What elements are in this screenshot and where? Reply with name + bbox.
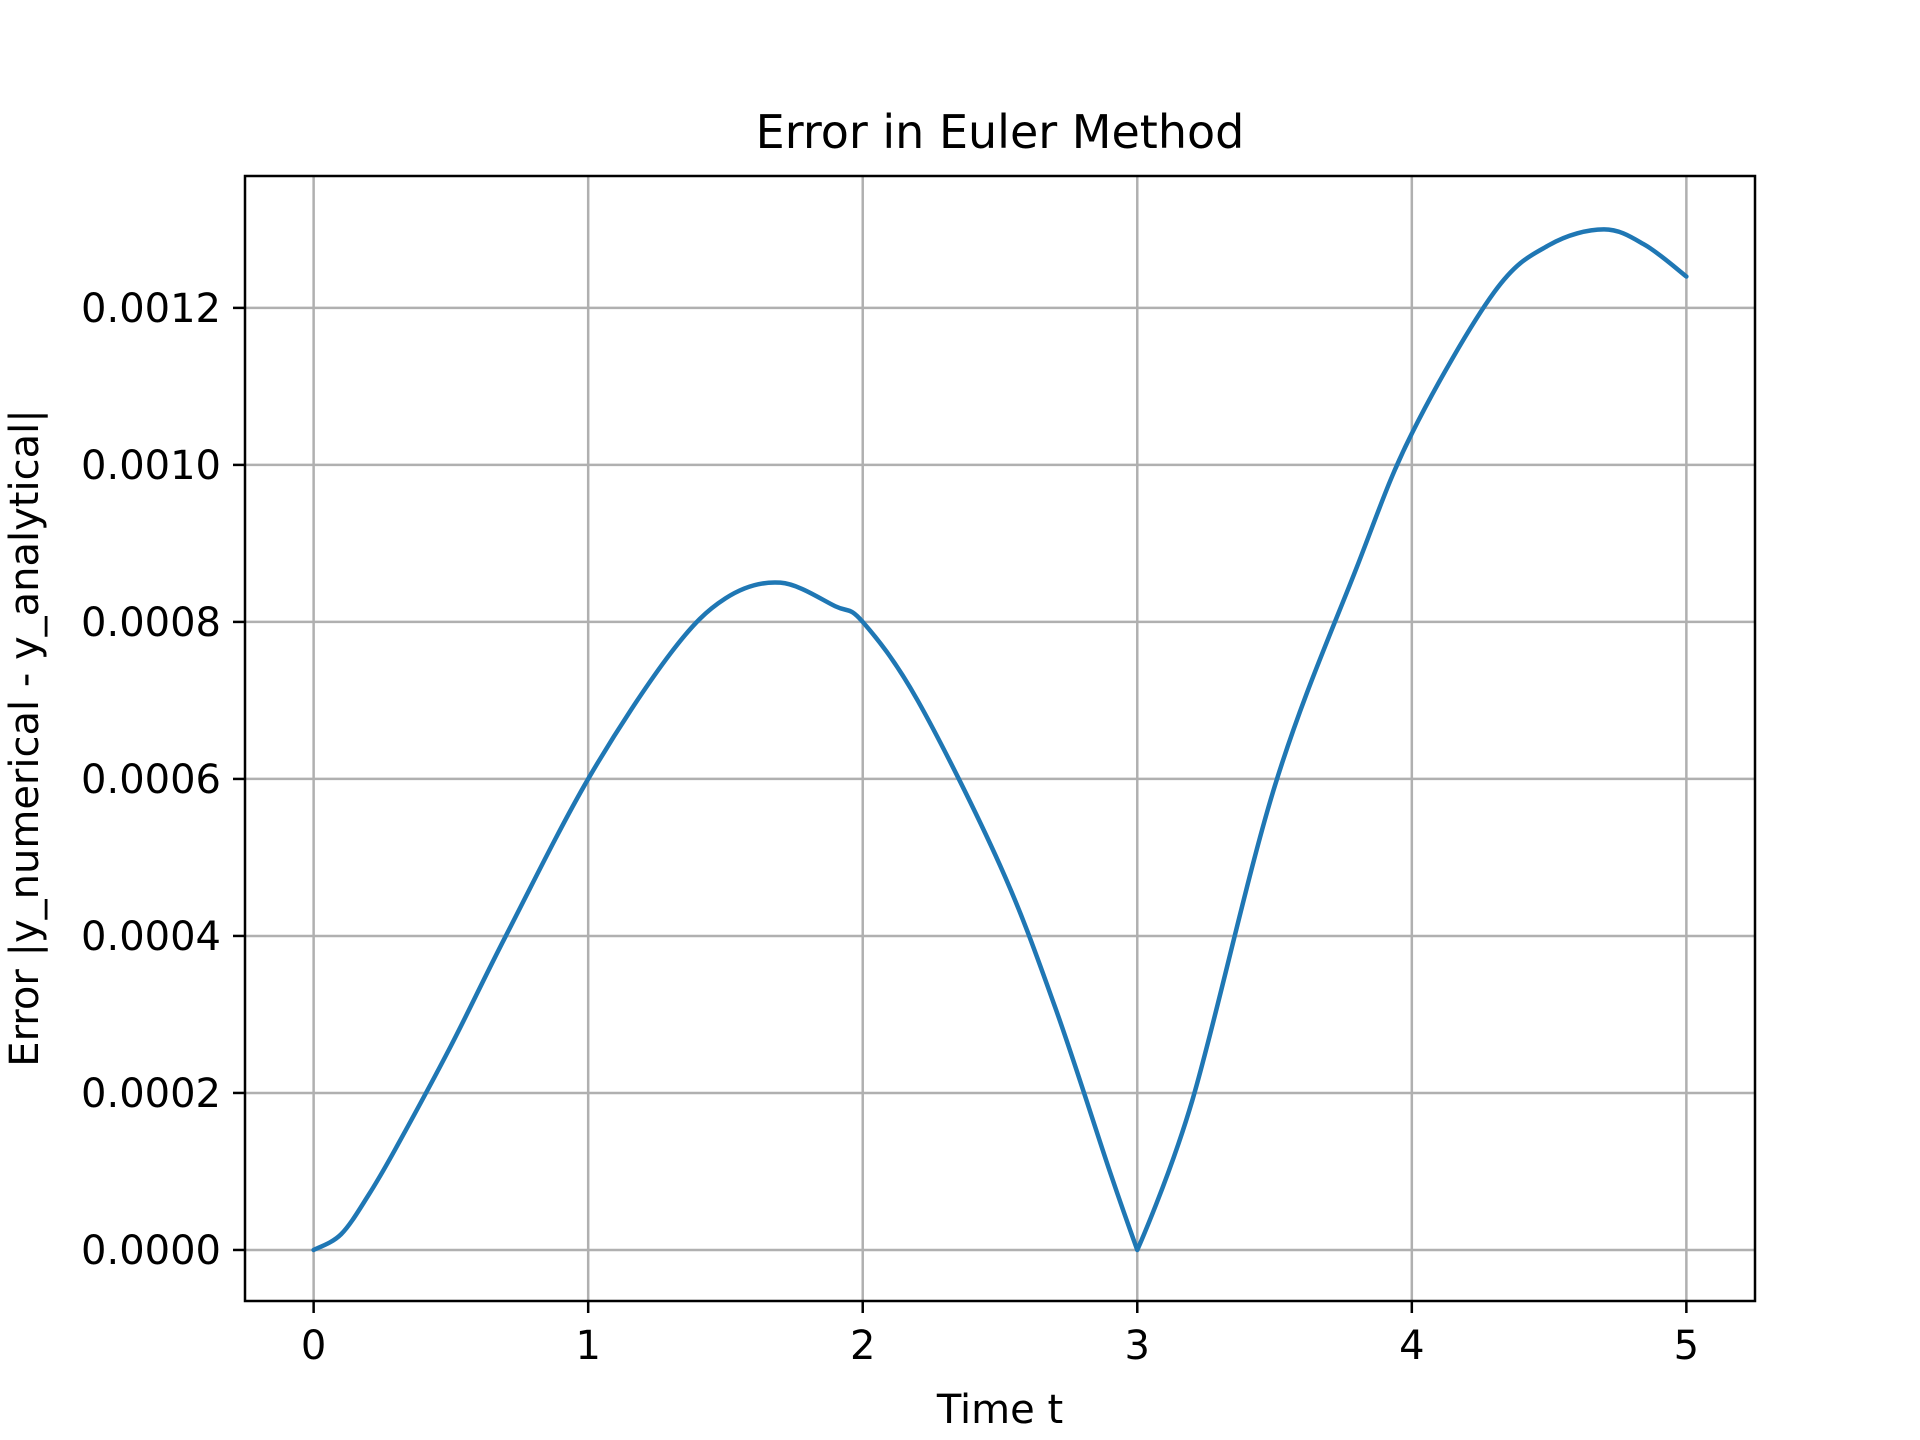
x-axis-label: Time t [936, 1387, 1063, 1433]
y-axis: 0.0000 0.0002 0.0004 0.0006 0.0008 0.0010 0.00… [81, 286, 245, 1274]
x-tick-label: 5 [1674, 1323, 1699, 1369]
x-tick-label: 3 [1125, 1323, 1150, 1369]
x-axis: 0 1 2 3 4 5 [301, 1301, 1699, 1369]
error-series-line [311, 227, 1689, 1253]
x-tick-label: 0 [301, 1323, 326, 1369]
y-tick-label: 0.0006 [81, 757, 221, 803]
y-tick-label: 0.0000 [81, 1228, 221, 1274]
x-tick-label: 1 [575, 1323, 600, 1369]
series-layer [311, 227, 1689, 1253]
chart-title: Error in Euler Method [756, 105, 1245, 159]
y-tick-label: 0.0002 [81, 1071, 221, 1117]
x-tick-label: 2 [850, 1323, 875, 1369]
x-tick-label: 4 [1399, 1323, 1424, 1369]
y-axis-label: Error |y_numerical - y_analytical| [2, 409, 48, 1066]
y-tick-label: 0.0012 [81, 286, 221, 332]
y-tick-label: 0.0010 [81, 443, 221, 489]
y-tick-label: 0.0004 [81, 914, 221, 960]
grid-layer [245, 176, 1755, 1301]
plot-frame [243, 174, 1757, 1303]
y-tick-label: 0.0008 [81, 600, 221, 646]
